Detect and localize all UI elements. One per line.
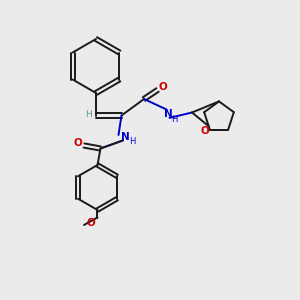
Text: O: O [200,126,209,136]
Text: H: H [171,115,178,124]
Text: O: O [158,82,167,92]
Text: O: O [86,218,95,228]
Text: H: H [85,110,92,118]
Text: N: N [121,131,130,142]
Text: O: O [74,138,82,148]
Text: N: N [164,109,172,119]
Text: H: H [129,137,135,146]
